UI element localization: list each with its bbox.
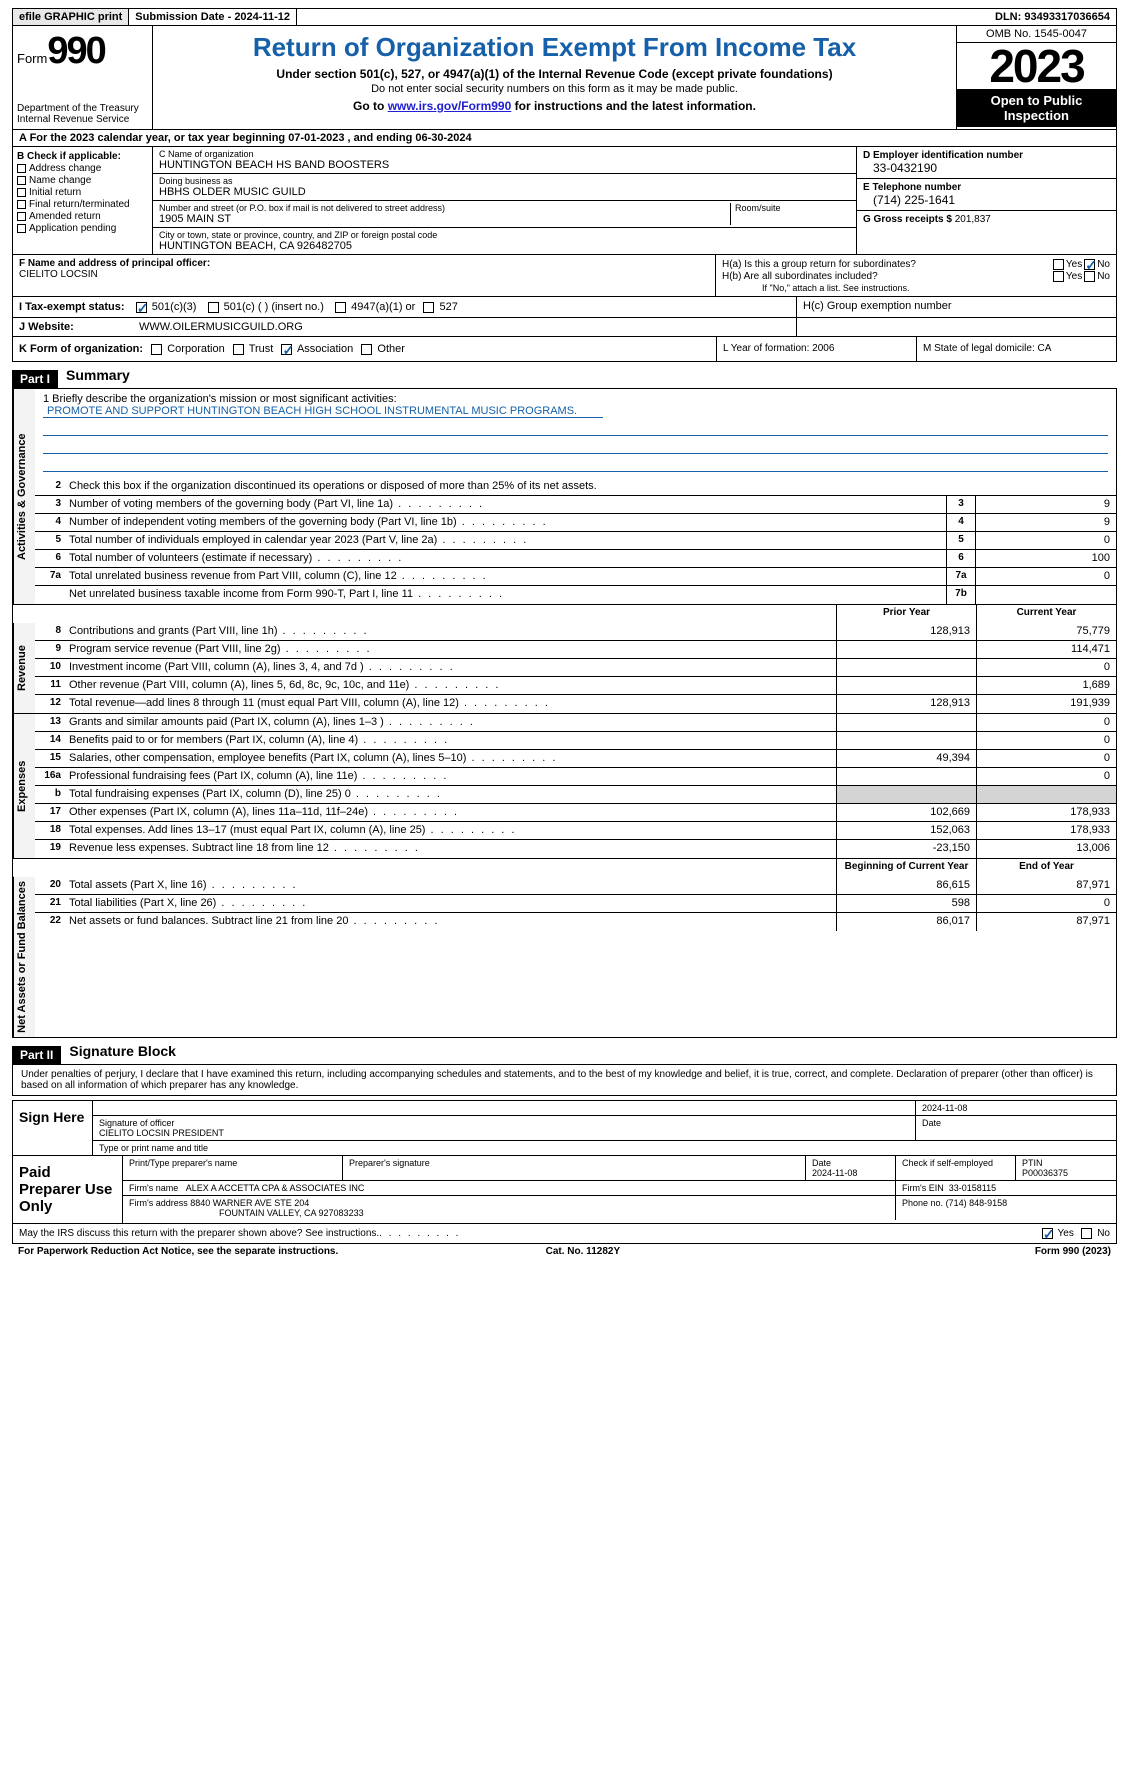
form-number: 990 <box>47 30 104 72</box>
part2-header: Part II <box>12 1046 61 1064</box>
top-bar: efile GRAPHIC print Submission Date - 20… <box>12 8 1117 26</box>
officer-name: CIELITO LOCSIN <box>19 269 709 280</box>
ptin: P00036375 <box>1022 1168 1068 1178</box>
mission-text: PROMOTE AND SUPPORT HUNTINGTON BEACH HIG… <box>43 405 603 418</box>
city: HUNTINGTON BEACH, CA 926482705 <box>159 240 850 252</box>
subtitle-1: Under section 501(c), 527, or 4947(a)(1)… <box>161 67 948 81</box>
year-formation: L Year of formation: 2006 <box>716 337 916 361</box>
firm-phone: (714) 848-9158 <box>946 1198 1008 1208</box>
street: 1905 MAIN ST <box>159 213 730 225</box>
tax-year-line: A For the 2023 calendar year, or tax yea… <box>12 130 1117 147</box>
form-header: Form990 Department of the Treasury Inter… <box>12 26 1117 130</box>
open-inspection: Open to Public Inspection <box>957 89 1116 127</box>
vtab-expenses: Expenses <box>13 714 35 858</box>
b-label: B Check if applicable: <box>17 151 148 162</box>
501c3-checkbox <box>136 302 147 313</box>
tax-year: 2023 <box>957 43 1116 89</box>
sig-declaration: Under penalties of perjury, I declare th… <box>12 1065 1117 1096</box>
subtitle-2: Do not enter social security numbers on … <box>161 83 948 95</box>
gross-receipts: 201,837 <box>955 214 991 225</box>
vtab-netassets: Net Assets or Fund Balances <box>13 877 35 1037</box>
dln: DLN: 93493317036654 <box>989 9 1116 25</box>
firm-name: ALEX A ACCETTA CPA & ASSOCIATES INC <box>186 1183 365 1193</box>
org-name: HUNTINGTON BEACH HS BAND BOOSTERS <box>159 159 850 171</box>
discuss-yes-checkbox <box>1042 1228 1053 1239</box>
efile-label: efile GRAPHIC print <box>13 9 129 25</box>
row-fh: F Name and address of principal officer:… <box>12 255 1117 297</box>
part1-header: Part I <box>12 370 58 388</box>
block-bcd: B Check if applicable: Address change Na… <box>12 147 1117 255</box>
assoc-checkbox <box>281 344 292 355</box>
phone: (714) 225-1641 <box>863 193 1110 207</box>
firm-ein: 33-0158115 <box>949 1183 996 1193</box>
dba: HBHS OLDER MUSIC GUILD <box>159 186 850 198</box>
dept-label: Department of the Treasury Internal Reve… <box>17 103 148 125</box>
form-title: Return of Organization Exempt From Incom… <box>161 32 948 63</box>
form-label: Form <box>17 51 47 66</box>
vtab-revenue: Revenue <box>13 623 35 713</box>
irs-link[interactable]: www.irs.gov/Form990 <box>388 99 512 113</box>
state-domicile: M State of legal domicile: CA <box>916 337 1116 361</box>
vtab-governance: Activities & Governance <box>13 389 35 604</box>
website: WWW.OILERMUSICGUILD.ORG <box>133 318 796 336</box>
ein: 33-0432190 <box>863 161 1110 175</box>
submission-date: Submission Date - 2024-11-12 <box>129 9 297 25</box>
ha-no-checkbox <box>1084 259 1095 270</box>
officer-sig-name: CIELITO LOCSIN PRESIDENT <box>99 1128 224 1138</box>
